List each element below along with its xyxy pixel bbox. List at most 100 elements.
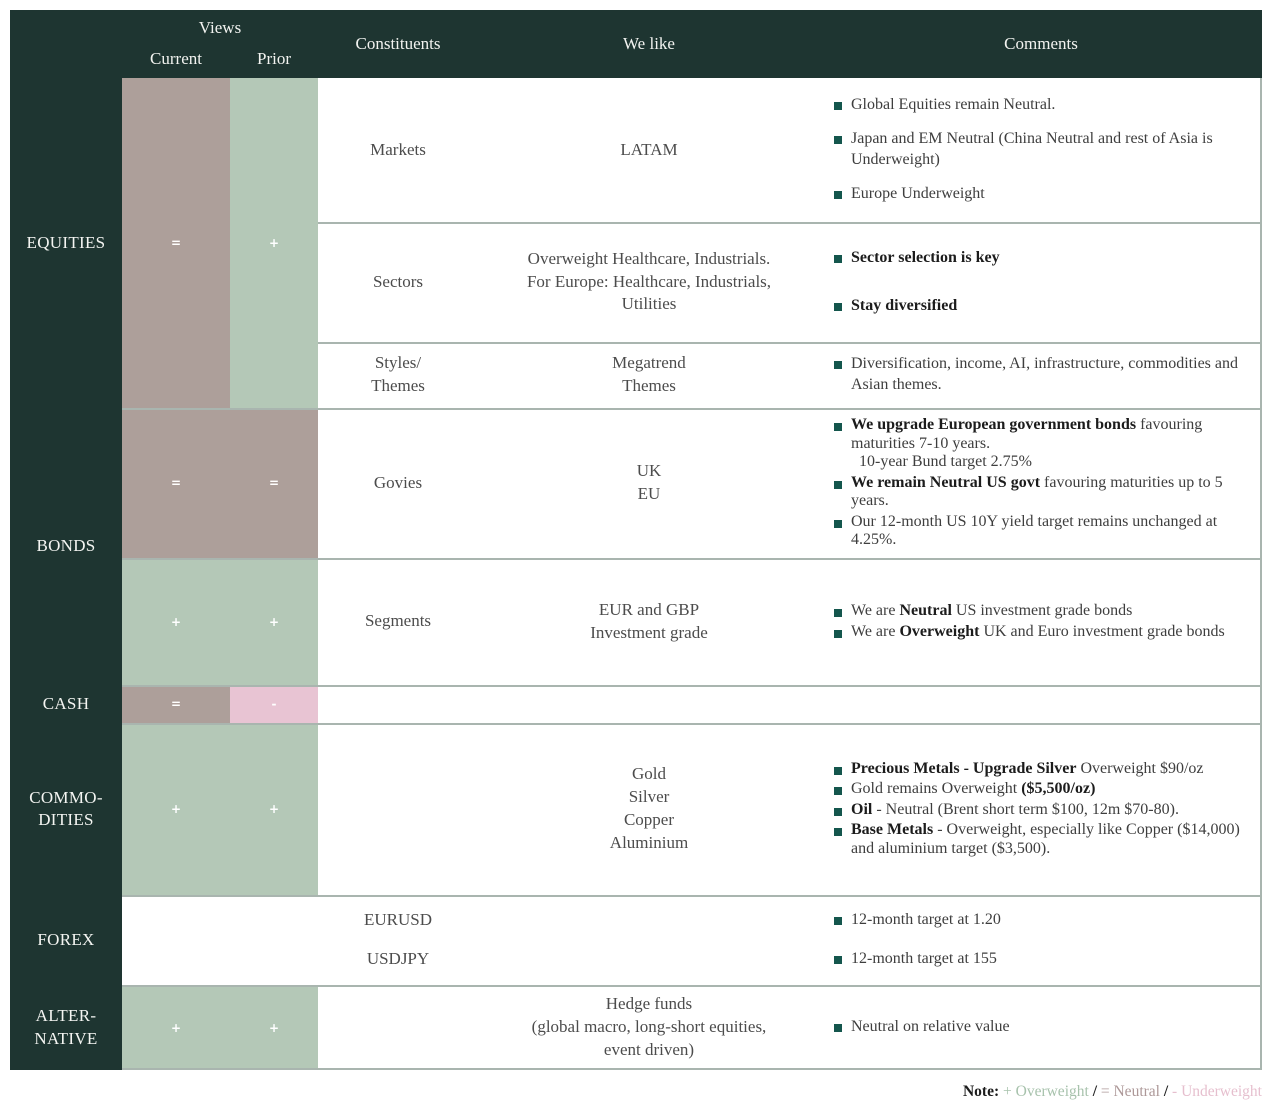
comments-usdjpy: 12-month target at 155 xyxy=(820,949,1262,970)
comment-bullet-item: Oil - Neutral (Brent short term $100, 12… xyxy=(834,801,1256,820)
section-separator xyxy=(122,723,1262,725)
header-views-group: Views Current Prior xyxy=(122,10,318,78)
row-label-equities: EQUITIES xyxy=(26,232,106,252)
comment-text: Oil - Neutral (Brent short term $100, 12… xyxy=(851,800,1179,818)
comment-bullet-item: Our 12-month US 10Y yield target remains… xyxy=(834,513,1256,550)
comment-bullet-item: Diversification, income, AI, infrastruct… xyxy=(834,354,1256,396)
comment-text: Stay diversified xyxy=(851,296,958,314)
bullet-square-icon xyxy=(834,629,842,638)
comment-text: Gold remains Overweight ($5,500/oz) xyxy=(851,780,1096,798)
row-label-cash: CASH xyxy=(42,693,90,713)
bullet-square-icon xyxy=(834,766,842,775)
comment-bullet-item: Sector selection is key xyxy=(834,248,1256,269)
comments-govies: We upgrade European government bonds fav… xyxy=(820,408,1262,558)
header-constituents: Constituents xyxy=(355,34,441,53)
comments-segments: We are Neutral US investment grade bonds… xyxy=(820,558,1262,685)
comment-bullet-item: Base Metals - Overweight, especially lik… xyxy=(834,821,1256,858)
comment-text: Japan and EM Neutral (China Neutral and … xyxy=(851,130,1217,168)
comment-text: Base Metals - Overweight, especially lik… xyxy=(851,821,1244,857)
header-we-like: We like xyxy=(623,34,675,53)
comment-bullet-item: 12-month target at 1.20 xyxy=(834,910,1256,931)
note-label: Note: xyxy=(962,1083,1000,1100)
asset-allocation-views-table: Views Current Prior Constituents We like… xyxy=(10,10,1262,1070)
comment-bullet-item: We are Overweight UK and Euro investment… xyxy=(834,623,1256,642)
bullet-square-icon xyxy=(834,102,842,111)
note-slash: / xyxy=(1163,1083,1169,1100)
row-label-forex: FOREX xyxy=(37,929,95,949)
comment-bullet-item: Stay diversified xyxy=(834,296,1256,317)
constituents-usdjpy: USDJPY xyxy=(366,949,430,969)
section-separator xyxy=(122,685,1262,687)
comment-bullet-item: Japan and EM Neutral (China Neutral and … xyxy=(834,129,1256,171)
we-like-styles-themes: Megatrend Themes xyxy=(612,353,686,395)
comment-text: Neutral on relative value xyxy=(851,1018,1010,1036)
row-label-alternative: ALTER- NATIVE xyxy=(34,1006,98,1048)
section-separator xyxy=(122,985,1262,987)
comments-eurusd: 12-month target at 1.20 xyxy=(820,910,1262,931)
note-neutral: = Neutral xyxy=(1100,1083,1160,1100)
comments-sectors: Sector selection is key Stay diversified xyxy=(820,222,1262,342)
comment-text: We upgrade European government bonds fav… xyxy=(851,416,1203,471)
section-separator xyxy=(122,408,1262,410)
comment-text: 12-month target at 1.20 xyxy=(851,911,1001,929)
constituents-eurusd: EURUSD xyxy=(363,910,432,930)
comment-bullet-item: 12-month target at 155 xyxy=(834,949,1256,970)
view-segments-current: + xyxy=(122,558,230,685)
row-label-bonds: BONDS xyxy=(36,536,96,556)
bullet-square-icon xyxy=(834,423,842,432)
view-cash-current: = xyxy=(122,685,230,723)
bullet-square-icon xyxy=(834,1024,842,1033)
header-views-subrow: Current Prior xyxy=(122,49,318,69)
comment-text: Diversification, income, AI, infrastruct… xyxy=(851,355,1242,393)
view-govies-current: = xyxy=(122,408,230,558)
bullet-square-icon xyxy=(834,361,842,370)
view-equities-current: = xyxy=(122,78,230,408)
comment-text: Precious Metals - Upgrade Silver Overwei… xyxy=(851,759,1204,777)
comment-text: Our 12-month US 10Y yield target remains… xyxy=(851,512,1222,549)
header-current: Current xyxy=(150,49,202,68)
comment-bullet-item: Europe Underweight xyxy=(834,184,1256,205)
bullet-square-icon xyxy=(834,302,842,311)
comment-text: Sector selection is key xyxy=(851,248,1000,266)
comment-bullet-item: Precious Metals - Upgrade Silver Overwei… xyxy=(834,760,1256,779)
we-like-govies: UK EU xyxy=(636,461,662,503)
bullet-square-icon xyxy=(834,828,842,837)
comments-alternative: Neutral on relative value xyxy=(820,985,1262,1070)
bullet-square-icon xyxy=(834,190,842,199)
comment-text: 12-month target at 155 xyxy=(851,950,997,968)
header-views: Views xyxy=(198,18,242,37)
asset-class-column-background xyxy=(10,10,122,1070)
note-underweight: - Underweight xyxy=(1172,1083,1262,1100)
header-prior: Prior xyxy=(257,49,291,68)
comment-bullet-item: Neutral on relative value xyxy=(834,1017,1256,1038)
comment-bullet-item: We are Neutral US investment grade bonds xyxy=(834,602,1256,621)
bullet-square-icon xyxy=(834,480,842,489)
constituents-styles-themes: Styles/ Themes xyxy=(371,353,425,395)
comment-bullet-item: Global Equities remain Neutral. xyxy=(834,95,1256,116)
comment-bullet-item: We remain Neutral US govt favouring matu… xyxy=(834,474,1256,511)
view-equities-prior: + xyxy=(230,78,318,408)
view-alternative-prior: + xyxy=(230,985,318,1070)
comment-bullet-item: Gold remains Overweight ($5,500/oz) xyxy=(834,780,1256,799)
we-like-markets: LATAM xyxy=(620,139,678,159)
row-label-commodities: COMMO- DITIES xyxy=(29,787,103,829)
constituents-sectors: Sectors xyxy=(372,271,424,291)
note-slash: / xyxy=(1092,1083,1097,1100)
comment-text: We are Neutral US investment grade bonds xyxy=(851,601,1133,619)
constituents-govies: Govies xyxy=(373,472,423,492)
view-alternative-current: + xyxy=(122,985,230,1070)
bullet-square-icon xyxy=(834,254,842,263)
we-like-sectors: Overweight Healthcare, Industrials. For … xyxy=(526,248,772,314)
bullet-square-icon xyxy=(834,608,842,617)
comment-text: Global Equities remain Neutral. xyxy=(851,96,1056,114)
note-overweight: + Overweight xyxy=(1003,1083,1089,1100)
bullet-square-icon xyxy=(834,519,842,528)
comment-bullet-item: We upgrade European government bonds fav… xyxy=(834,416,1256,472)
bullet-square-icon xyxy=(834,787,842,796)
view-cash-prior: - xyxy=(230,685,318,723)
row-separator xyxy=(318,342,1262,344)
bullet-square-icon xyxy=(834,917,842,926)
view-commodities-current: + xyxy=(122,723,230,895)
comments-forex-group: 12-month target at 1.20 12-month target … xyxy=(820,895,1262,985)
bullet-square-icon xyxy=(834,136,842,145)
